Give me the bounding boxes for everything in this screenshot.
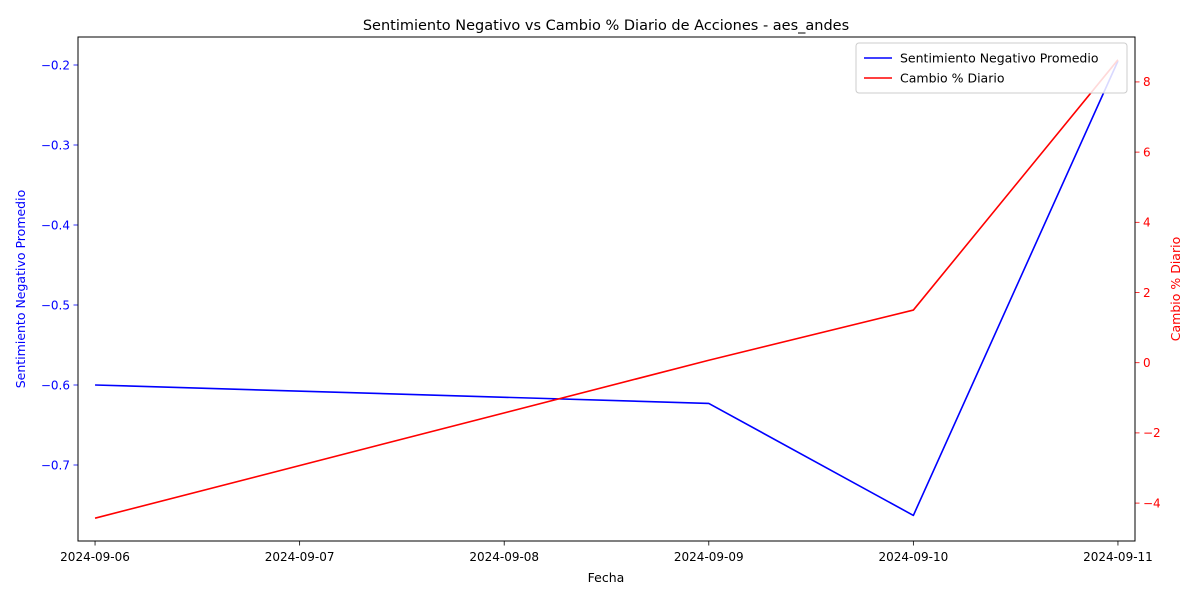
legend-label: Cambio % Diario xyxy=(900,70,1004,85)
y-left-tick-label: −0.3 xyxy=(41,138,70,152)
y-right-tick-label: 4 xyxy=(1143,216,1151,230)
y-right-tick-label: −2 xyxy=(1143,426,1161,440)
y-right-tick-label: −4 xyxy=(1143,496,1161,510)
legend-box xyxy=(855,42,1128,94)
y-left-axis-label: Sentimiento Negativo Promedio xyxy=(13,190,28,389)
x-tick-label: 2024-09-11 xyxy=(1083,550,1153,564)
x-tick-label: 2024-09-06 xyxy=(60,550,130,564)
y-left-axis-ticks: −0.7 −0.6 −0.5 −0.4 −0.3 −0.2 xyxy=(41,58,78,472)
x-tick-label: 2024-09-08 xyxy=(469,550,539,564)
y-right-tick-label: 8 xyxy=(1143,75,1151,89)
y-left-tick-label: −0.2 xyxy=(41,58,70,72)
chart-title: Sentimiento Negativo vs Cambio % Diario … xyxy=(363,18,849,34)
y-right-axis-label: Cambio % Diario xyxy=(1168,237,1183,341)
y-right-axis-ticks: −4 −2 0 2 4 6 8 xyxy=(1135,75,1161,510)
x-tick-label: 2024-09-07 xyxy=(265,550,335,564)
x-axis-label: Fecha xyxy=(588,570,625,585)
series-line-sentimiento xyxy=(95,60,1119,517)
legend: Sentimiento Negativo Promedio Cambio % Di… xyxy=(855,42,1128,94)
y-left-tick-label: −0.7 xyxy=(41,458,70,472)
x-tick-label: 2024-09-10 xyxy=(878,550,948,564)
y-right-tick-label: 6 xyxy=(1143,145,1151,159)
x-axis-ticks: 2024-09-06 2024-09-07 2024-09-08 2024-09-09… xyxy=(60,541,1153,564)
y-right-tick-label: 0 xyxy=(1143,356,1151,370)
y-right-tick-label: 2 xyxy=(1143,286,1151,300)
x-tick-label: 2024-09-09 xyxy=(674,550,744,564)
y-left-tick-label: −0.5 xyxy=(41,298,70,312)
plot-frame xyxy=(77,36,1136,542)
y-left-tick-label: −0.6 xyxy=(41,378,70,392)
series-line-cambio xyxy=(94,59,1119,519)
series-layer xyxy=(94,59,1119,519)
legend-label: Sentimiento Negativo Promedio xyxy=(900,50,1099,65)
y-left-tick-label: −0.4 xyxy=(41,218,70,232)
